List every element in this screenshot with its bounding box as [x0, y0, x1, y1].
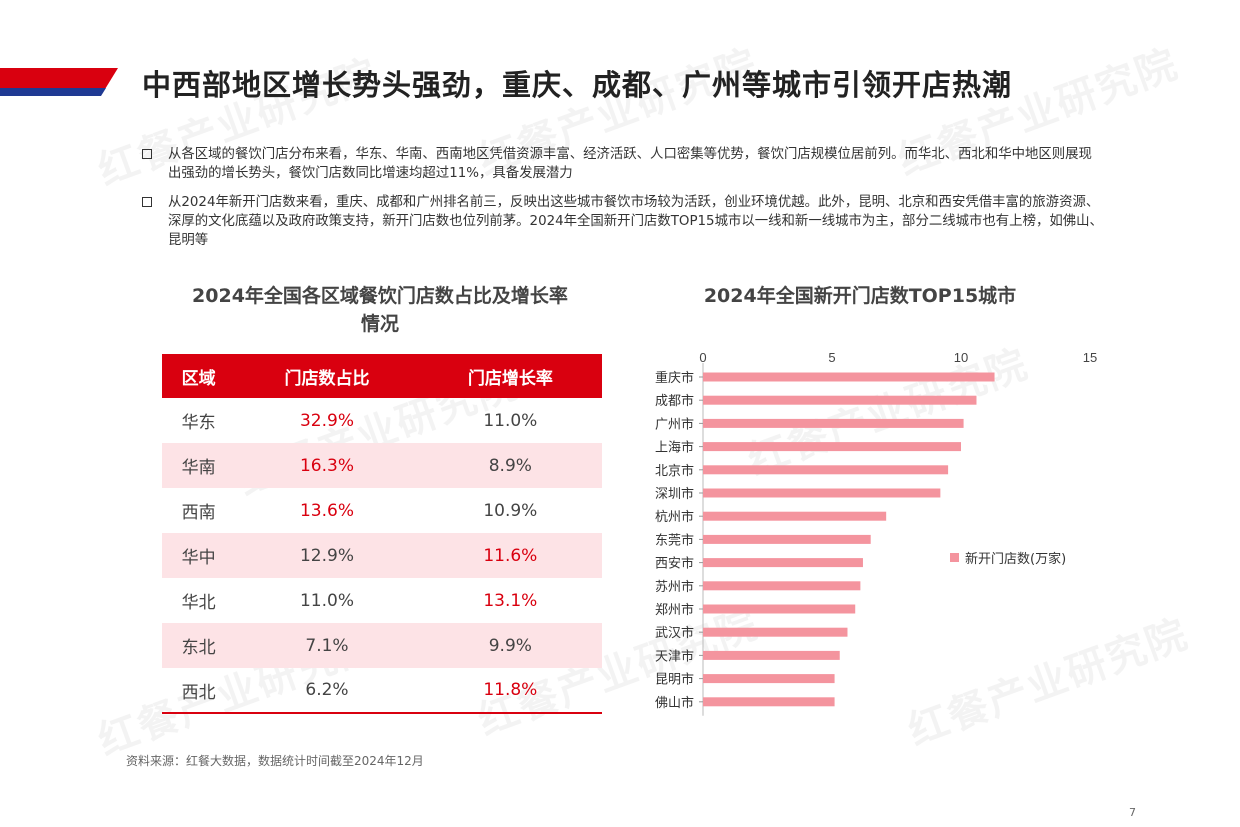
- table-title: 2024年全国各区域餐饮门店数占比及增长率 情况: [150, 282, 610, 338]
- banner-red-stripe: [0, 68, 118, 94]
- region-cell: 华南: [162, 443, 236, 488]
- category-label: 杭州市: [655, 509, 694, 525]
- growth-cell: 11.6%: [418, 533, 602, 578]
- header-growth: 门店增长率: [418, 354, 602, 398]
- bar: [703, 488, 941, 498]
- growth-cell: 11.8%: [418, 668, 602, 714]
- category-label: 成都市: [655, 393, 694, 409]
- bar: [703, 534, 871, 544]
- category-label: 东莞市: [655, 532, 694, 548]
- region-table: 区域 门店数占比 门店增长率 华东 32.9% 11.0% 华南 16.3% 8…: [162, 354, 602, 714]
- table-header-row: 区域 门店数占比 门店增长率: [162, 354, 602, 398]
- table-title-line: 2024年全国各区域餐饮门店数占比及增长率: [192, 285, 568, 307]
- table-row: 华中 12.9% 11.6%: [162, 533, 602, 578]
- source-note: 资料来源：红餐大数据，数据统计时间截至2024年12月: [126, 754, 424, 768]
- region-cell: 东北: [162, 623, 236, 668]
- table-row: 西南 13.6% 10.9%: [162, 488, 602, 533]
- bar: [703, 674, 835, 684]
- header-share: 门店数占比: [235, 354, 419, 398]
- legend-swatch: [950, 553, 959, 562]
- bar: [703, 442, 961, 452]
- category-label: 昆明市: [655, 672, 694, 688]
- category-label: 苏州市: [655, 579, 694, 595]
- x-tick-label: 5: [828, 350, 835, 365]
- category-label: 重庆市: [655, 370, 694, 386]
- growth-cell: 11.0%: [483, 410, 538, 431]
- table-row: 华北 11.0% 13.1%: [162, 578, 602, 623]
- table-row: 华南 16.3% 8.9%: [162, 443, 602, 488]
- region-cell: 西北: [162, 668, 236, 714]
- banner-navy-stripe: [0, 88, 106, 96]
- region-cell: 华中: [162, 533, 236, 578]
- bar: [703, 372, 995, 382]
- bar: [703, 395, 977, 405]
- x-tick-label: 10: [954, 350, 968, 365]
- share-cell: 32.9%: [299, 410, 354, 431]
- bullet-text: 从各区域的餐饮门店分布来看，华东、华南、西南地区凭借资源丰富、经济活跃、人口密集…: [168, 147, 1092, 181]
- table-row: 东北 7.1% 9.9%: [162, 623, 602, 668]
- share-cell: 16.3%: [235, 443, 419, 488]
- table-title-line: 情况: [360, 313, 399, 335]
- share-cell: 12.9%: [235, 533, 419, 578]
- bar: [703, 604, 856, 614]
- header-region: 区域: [162, 354, 236, 398]
- chart-title: 2024年全国新开门店数TOP15城市: [703, 285, 1017, 307]
- page-title: 中西部地区增长势头强劲，重庆、成都、广州等城市引领开店热潮: [142, 68, 1013, 102]
- category-label: 广州市: [655, 416, 694, 432]
- bar: [703, 511, 887, 521]
- growth-cell: 10.9%: [483, 500, 538, 521]
- x-tick-label: 0: [699, 350, 706, 365]
- category-label: 上海市: [655, 440, 694, 456]
- bullet-item: 从各区域的餐饮门店分布来看，华东、华南、西南地区凭借资源丰富、经济活跃、人口密集…: [140, 145, 1105, 183]
- growth-cell: 8.9%: [418, 443, 602, 488]
- growth-cell: 9.9%: [418, 623, 602, 668]
- table-row: 西北 6.2% 11.8%: [162, 668, 602, 714]
- growth-cell: 13.1%: [483, 590, 538, 611]
- region-cell: 华北: [181, 593, 216, 613]
- city-bar-chart: 0 5 10 15 重庆市成都市广州市上海市北京市深圳市杭州市东莞市西安市苏州市郑州市武…: [655, 350, 1097, 716]
- category-label: 佛山市: [655, 695, 694, 711]
- x-tick-label: 15: [1083, 350, 1097, 365]
- share-cell: 11.0%: [299, 590, 354, 611]
- category-label: 武汉市: [655, 625, 694, 641]
- share-cell: 13.6%: [299, 500, 354, 521]
- region-cell: 华东: [181, 413, 216, 433]
- category-label: 北京市: [655, 463, 694, 479]
- page-number: 7: [1129, 806, 1136, 819]
- category-label: 天津市: [655, 648, 694, 664]
- table-row: 华东 32.9% 11.0%: [162, 398, 602, 443]
- bar: [703, 627, 848, 637]
- bar: [703, 697, 835, 707]
- category-label: 深圳市: [655, 486, 694, 502]
- bar: [703, 465, 949, 475]
- share-cell: 6.2%: [235, 668, 419, 714]
- square-bullet-icon: [142, 149, 152, 159]
- legend-label: 新开门店数(万家): [965, 551, 1066, 567]
- bar: [703, 418, 964, 428]
- bar: [703, 581, 861, 591]
- bar: [703, 650, 840, 660]
- share-cell: 7.1%: [235, 623, 419, 668]
- category-label: 西安市: [655, 556, 694, 572]
- header-banner: [0, 68, 118, 96]
- region-cell: 西南: [181, 503, 216, 523]
- bullet-item: 从2024年新开门店数来看，重庆、成都和广州排名前三，反映出这些城市餐饮市场较为…: [140, 193, 1105, 250]
- category-label: 郑州市: [655, 602, 694, 618]
- bullet-text: 从2024年新开门店数来看，重庆、成都和广州排名前三，反映出这些城市餐饮市场较为…: [168, 195, 1103, 248]
- bar: [703, 558, 863, 568]
- square-bullet-icon: [142, 197, 152, 207]
- bullet-list: 从各区域的餐饮门店分布来看，华东、华南、西南地区凭借资源丰富、经济活跃、人口密集…: [140, 145, 1105, 260]
